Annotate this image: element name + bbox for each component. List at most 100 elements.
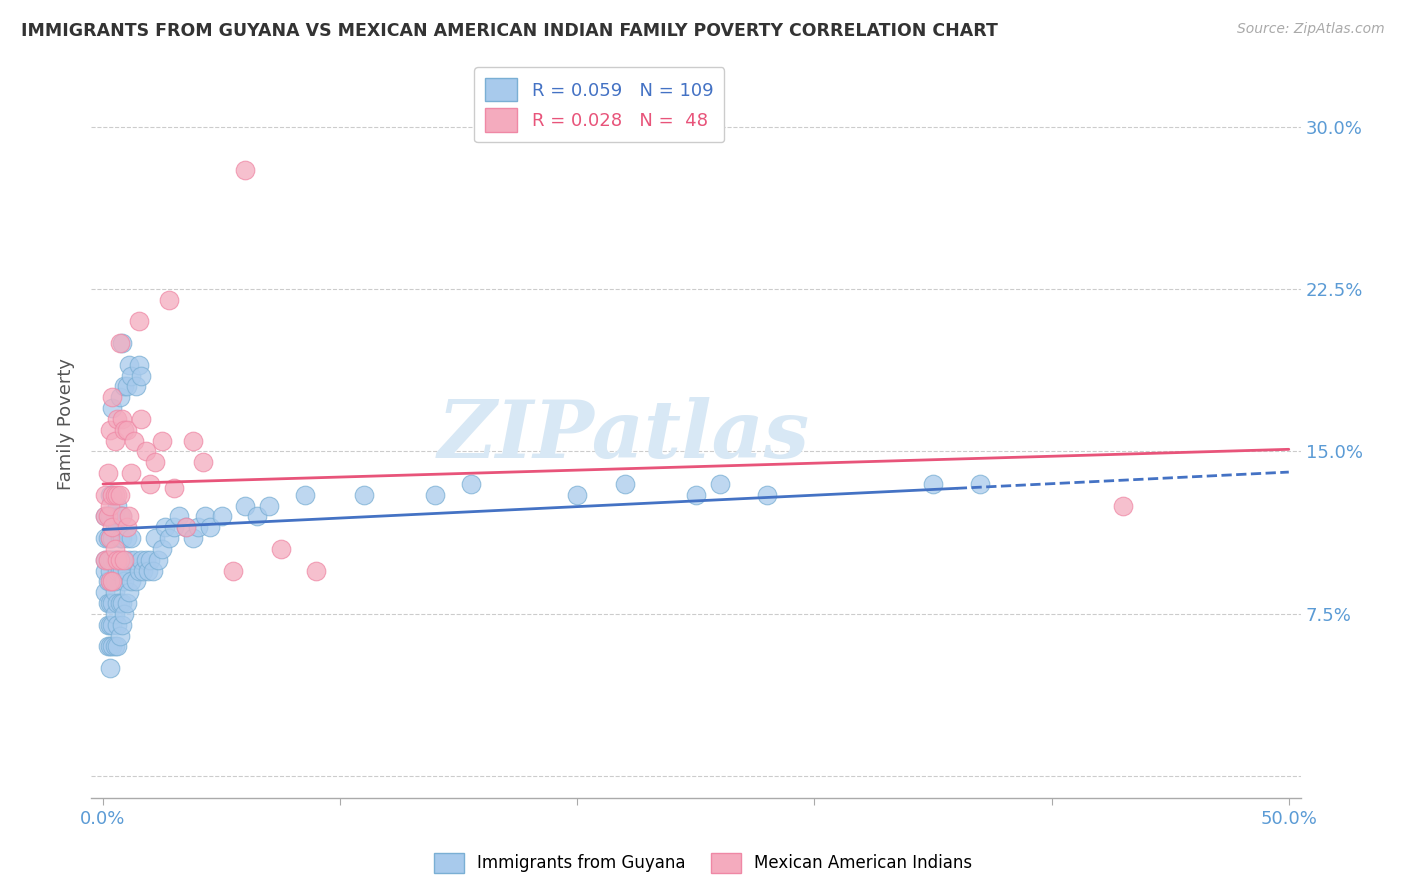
Point: [181, 531, 204, 545]
Point: [98, 499, 121, 513]
Point: [143, 455, 166, 469]
Point: [101, 488, 124, 502]
Point: [94, 553, 117, 567]
Point: [157, 531, 180, 545]
Point: [108, 509, 131, 524]
Point: [97, 553, 120, 567]
Point: [191, 455, 214, 469]
Point: [112, 423, 135, 437]
Point: [567, 488, 589, 502]
Point: [104, 541, 127, 556]
Point: [153, 520, 176, 534]
Point: [115, 596, 138, 610]
Point: [98, 574, 121, 589]
Point: [460, 477, 482, 491]
Point: [1112, 499, 1135, 513]
Point: [104, 585, 127, 599]
Point: [97, 509, 120, 524]
Point: [111, 509, 134, 524]
Point: [198, 520, 221, 534]
Point: [115, 379, 138, 393]
Point: [101, 596, 124, 610]
Point: [104, 574, 127, 589]
Point: [121, 574, 143, 589]
Point: [121, 531, 143, 545]
Point: [101, 574, 124, 589]
Point: [139, 553, 162, 567]
Point: [97, 466, 120, 480]
Point: [94, 564, 117, 578]
Point: [105, 553, 128, 567]
Point: [128, 358, 150, 372]
Point: [294, 488, 316, 502]
Point: [613, 477, 636, 491]
Point: [122, 434, 145, 448]
Point: [685, 488, 707, 502]
Point: [101, 531, 124, 545]
Point: [167, 509, 190, 524]
Point: [181, 434, 204, 448]
Point: [94, 509, 117, 524]
Point: [174, 520, 197, 534]
Point: [115, 531, 138, 545]
Legend: R = 0.059   N = 109, R = 0.028   N =  48: R = 0.059 N = 109, R = 0.028 N = 48: [474, 67, 724, 143]
Point: [104, 640, 127, 654]
Point: [139, 477, 162, 491]
Point: [101, 488, 124, 502]
Point: [174, 520, 197, 534]
Point: [111, 596, 134, 610]
Point: [150, 434, 173, 448]
Point: [104, 553, 127, 567]
Point: [709, 477, 731, 491]
Point: [132, 564, 155, 578]
Point: [104, 520, 127, 534]
Point: [108, 596, 131, 610]
Point: [97, 617, 120, 632]
Text: ZIPatlas: ZIPatlas: [437, 397, 810, 475]
Point: [98, 617, 121, 632]
Point: [143, 531, 166, 545]
Point: [125, 574, 148, 589]
Point: [94, 488, 117, 502]
Text: Source: ZipAtlas.com: Source: ZipAtlas.com: [1237, 22, 1385, 37]
Point: [105, 640, 128, 654]
Point: [136, 564, 159, 578]
Point: [94, 509, 117, 524]
Point: [104, 434, 127, 448]
Point: [111, 617, 134, 632]
Point: [105, 488, 128, 502]
Point: [108, 553, 131, 567]
Point: [94, 531, 117, 545]
Point: [98, 531, 121, 545]
Point: [118, 358, 141, 372]
Point: [157, 293, 180, 307]
Point: [108, 629, 131, 643]
Point: [105, 596, 128, 610]
Point: [163, 520, 186, 534]
Point: [101, 640, 124, 654]
Point: [97, 553, 120, 567]
Point: [246, 509, 269, 524]
Point: [98, 640, 121, 654]
Point: [128, 314, 150, 328]
Point: [187, 520, 209, 534]
Point: [101, 574, 124, 589]
Point: [98, 423, 121, 437]
Point: [101, 401, 124, 416]
Point: [146, 553, 169, 567]
Point: [98, 574, 121, 589]
Point: [111, 564, 134, 578]
Point: [112, 553, 135, 567]
Point: [111, 336, 134, 351]
Point: [97, 509, 120, 524]
Point: [423, 488, 446, 502]
Point: [233, 499, 256, 513]
Point: [108, 390, 131, 404]
Point: [222, 564, 245, 578]
Point: [94, 553, 117, 567]
Point: [98, 596, 121, 610]
Point: [129, 412, 152, 426]
Point: [108, 564, 131, 578]
Point: [112, 574, 135, 589]
Point: [257, 499, 280, 513]
